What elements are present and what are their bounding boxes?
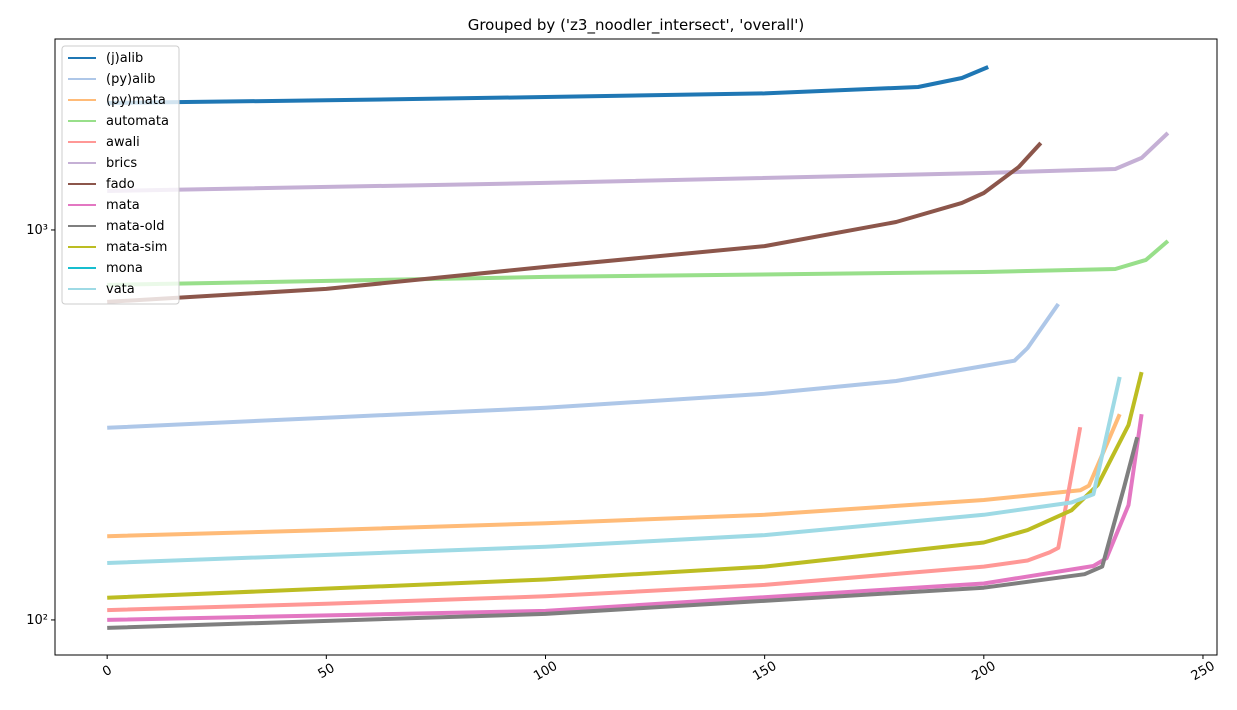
series-line bbox=[107, 413, 1122, 539]
series-line bbox=[107, 141, 1043, 304]
y-tick-label: 10² bbox=[26, 613, 48, 628]
x-tick-label: 150 bbox=[750, 659, 779, 684]
legend-label: mata bbox=[106, 198, 140, 213]
y-tick-label: 10³ bbox=[26, 223, 48, 238]
series-line bbox=[107, 371, 1144, 600]
legend-label: (j)alib bbox=[106, 51, 143, 66]
x-tick-label: 100 bbox=[531, 659, 560, 684]
series-line bbox=[107, 239, 1170, 287]
x-tick-label: 0 bbox=[100, 663, 115, 680]
series-line bbox=[107, 376, 1122, 565]
chart-title: Grouped by ('z3_noodler_intersect', 'ove… bbox=[468, 16, 805, 35]
legend-label: automata bbox=[106, 114, 169, 129]
legend-label: fado bbox=[106, 177, 135, 192]
legend-label: (py)alib bbox=[106, 72, 156, 87]
plot-frame bbox=[54, 38, 1218, 656]
series-line bbox=[107, 413, 1144, 622]
legend-label: mona bbox=[106, 261, 143, 276]
series-line bbox=[107, 426, 1083, 613]
series-line bbox=[107, 436, 1140, 630]
x-tick-label: 200 bbox=[970, 659, 999, 684]
legend-label: mata-old bbox=[106, 219, 164, 234]
series-line bbox=[107, 302, 1060, 430]
series-line bbox=[107, 131, 1170, 193]
legend-label: awali bbox=[106, 135, 140, 150]
x-tick-label: 250 bbox=[1189, 659, 1218, 684]
legend-label: mata-sim bbox=[106, 240, 167, 255]
legend-label: (py)mata bbox=[106, 93, 166, 108]
legend-label: vata bbox=[106, 282, 135, 297]
legend-box bbox=[61, 45, 180, 305]
x-tick-label: 50 bbox=[316, 661, 338, 682]
series-line bbox=[107, 65, 989, 105]
legend-label: brics bbox=[106, 156, 137, 171]
